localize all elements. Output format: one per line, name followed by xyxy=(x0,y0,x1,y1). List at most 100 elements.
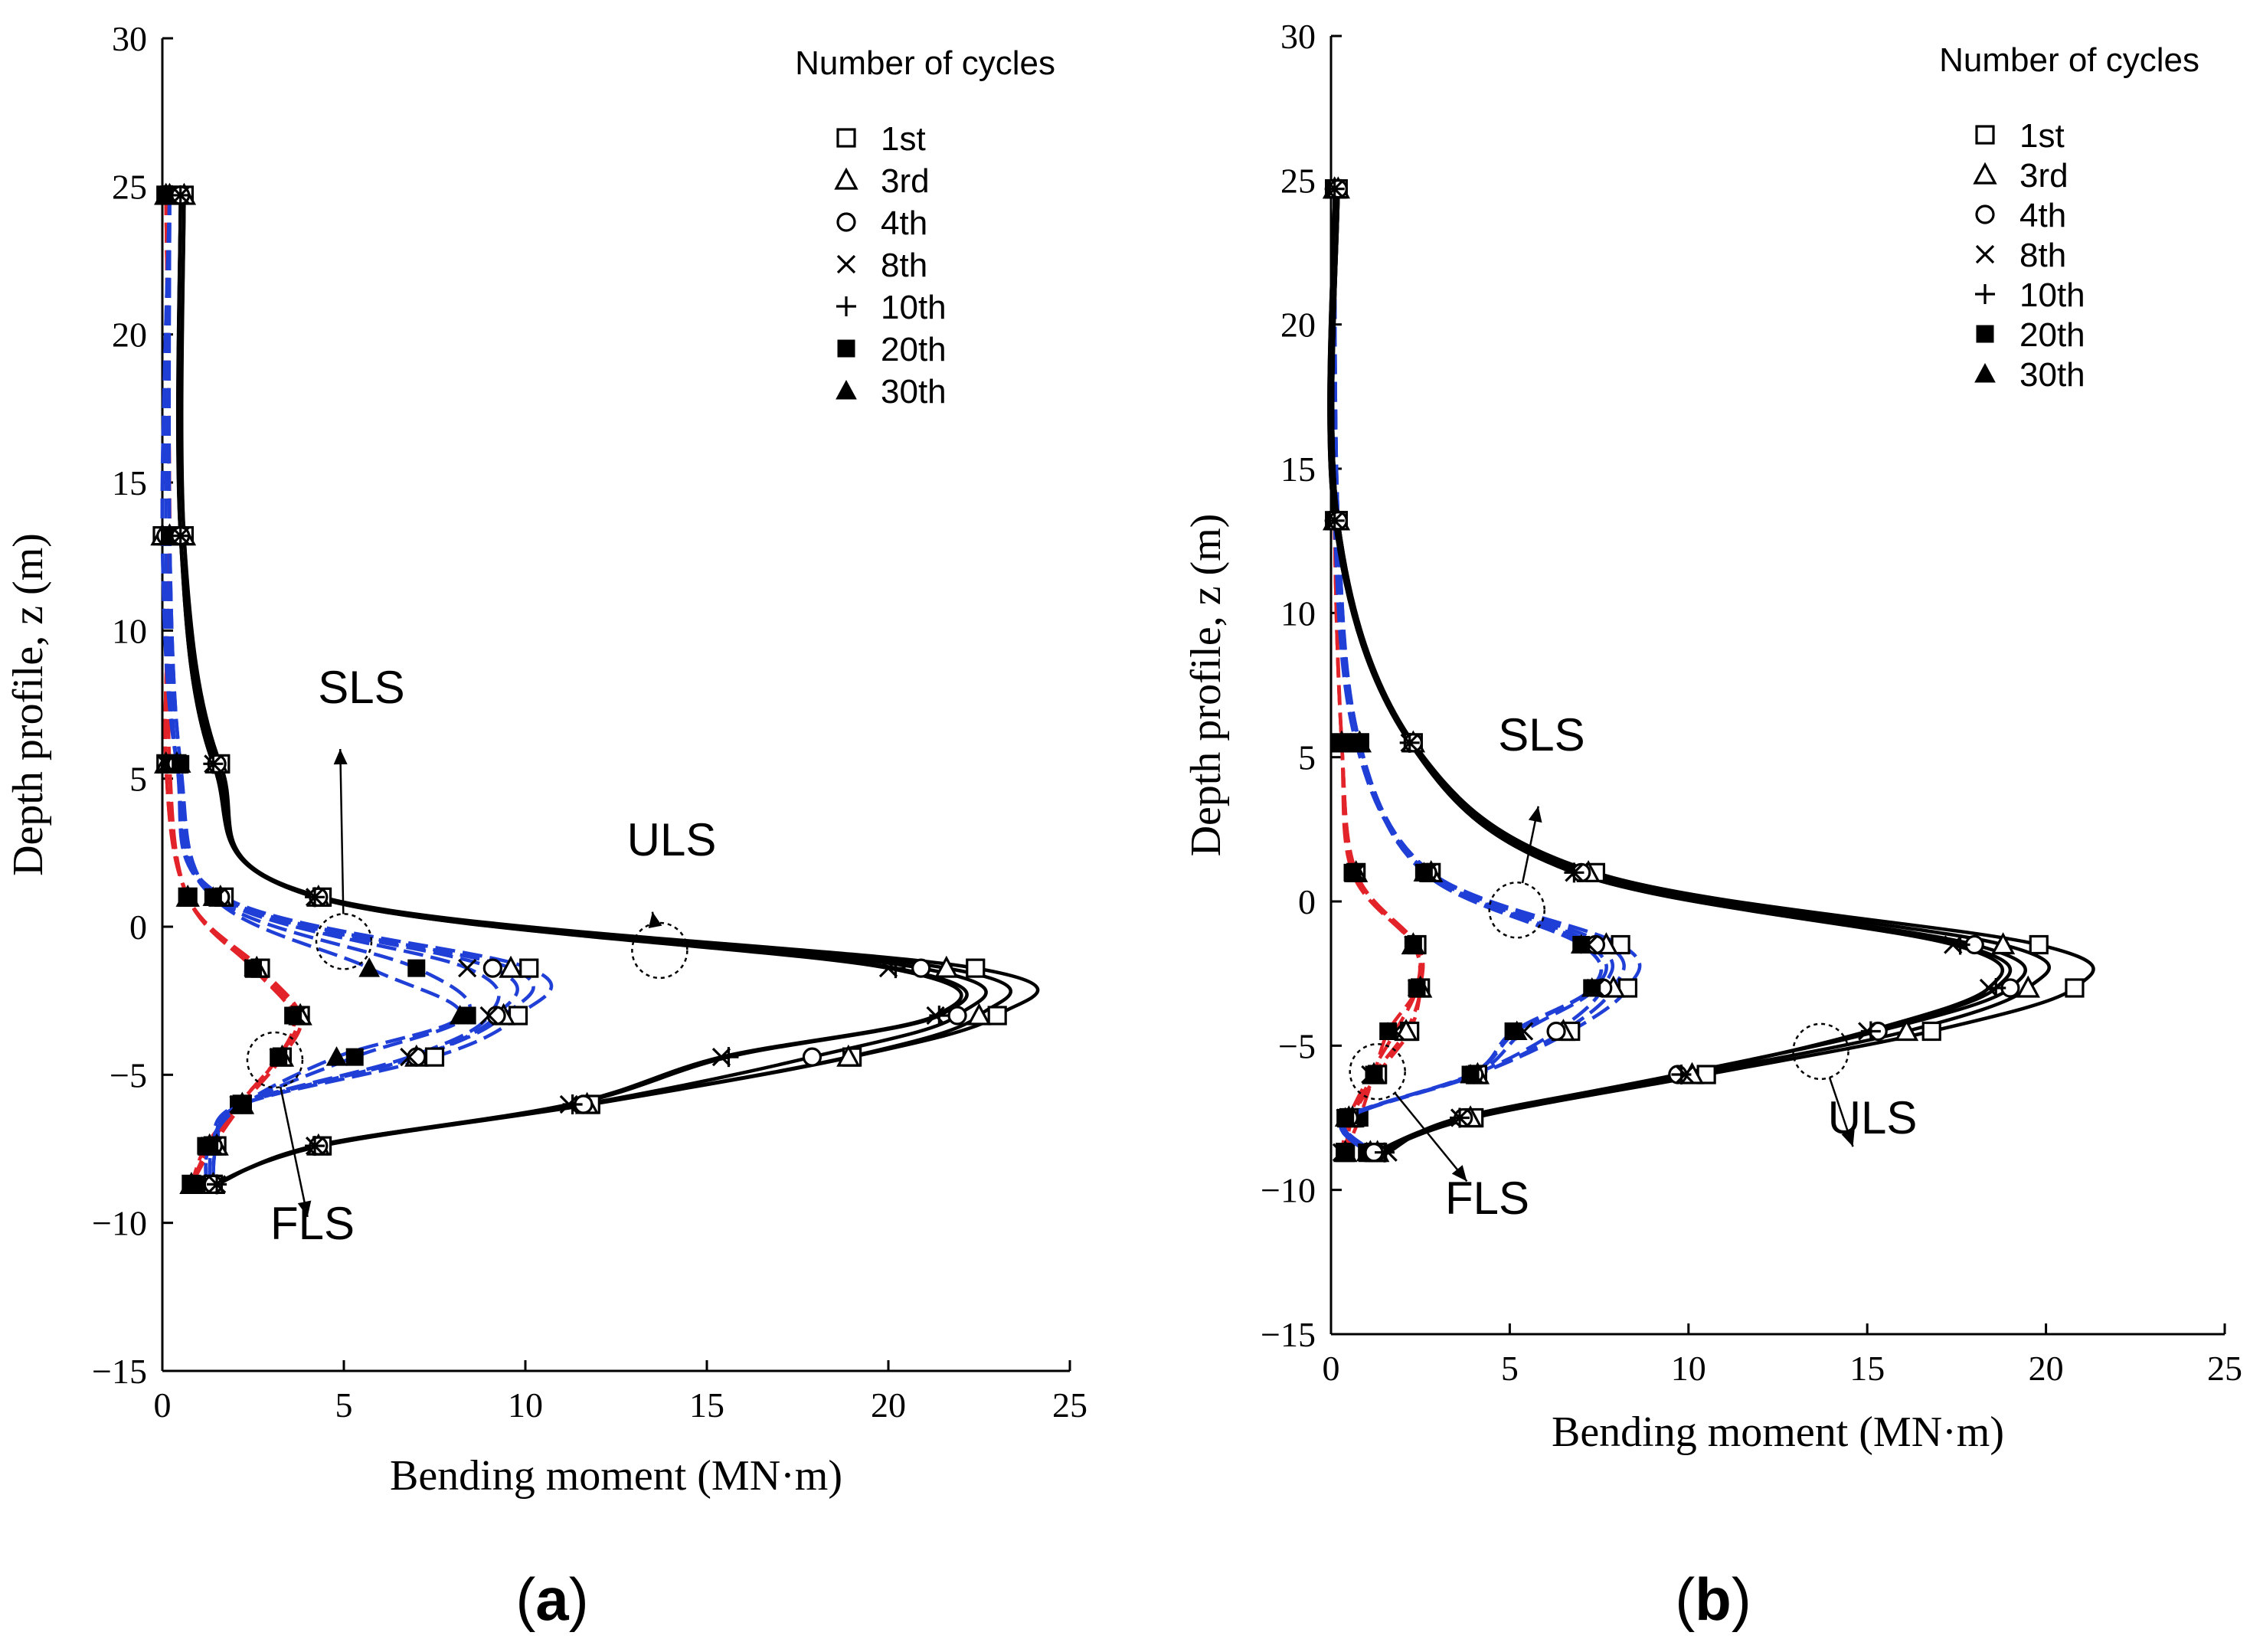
data-point-sls-30th xyxy=(1570,934,1592,954)
data-point-fls-20th xyxy=(270,1048,288,1066)
annotation-arrowhead-uls xyxy=(648,911,662,928)
y-tick-label: −10 xyxy=(92,1204,147,1243)
data-point-sls-4th xyxy=(482,958,502,978)
annotation-arrowhead-sls xyxy=(1528,806,1542,823)
data-point-sls-20th xyxy=(407,959,426,977)
x-tick-label: 20 xyxy=(871,1385,906,1425)
data-point-fls-20th xyxy=(178,888,197,906)
data-point-sls-8th xyxy=(458,958,477,978)
data-point-uls-3rd xyxy=(934,955,959,978)
data-point-uls-3rd xyxy=(1894,1019,1919,1042)
legend-label-4th: 4th xyxy=(881,204,927,242)
annotation-circle-sls xyxy=(1488,882,1545,939)
data-point-sls-30th xyxy=(169,753,191,773)
y-tick-label: 25 xyxy=(112,167,147,206)
x-axis-label: Bending moment (MN·m) xyxy=(390,1452,842,1500)
annotation-arrow-sls xyxy=(339,748,345,914)
legend-marker-4th xyxy=(1975,204,1995,224)
data-point-uls-10th xyxy=(170,525,191,546)
annotation-arrowhead-fls xyxy=(297,1200,312,1217)
data-point-uls-1st xyxy=(2065,978,2085,998)
legend-marker-1st xyxy=(836,128,856,148)
x-tick-label: 15 xyxy=(689,1385,724,1425)
legend-marker-8th xyxy=(1975,244,1995,264)
data-point-uls-10th xyxy=(1324,178,1345,199)
data-point-sls-20th xyxy=(345,1048,364,1066)
data-point-uls-10th xyxy=(929,1006,950,1026)
panel-a: −15 −10 −5 0 5 10 15 20 25 30 0 5 10 15 20 25 Bending mo… xyxy=(5,19,1087,1500)
panel-label-a: (a) xyxy=(515,1565,588,1633)
y-tick-label: 30 xyxy=(112,19,147,58)
data-point-fls-20th xyxy=(1336,1143,1355,1162)
x-tick-label: 10 xyxy=(508,1385,543,1425)
annotation-arrowhead-fls xyxy=(1451,1165,1467,1182)
legend-marker-4th xyxy=(836,212,856,232)
series-line-uls-8th xyxy=(1327,188,2005,1154)
data-point-fls-20th xyxy=(1333,734,1351,752)
x-tick-label: 25 xyxy=(2207,1349,2242,1388)
y-tick-label: −15 xyxy=(92,1352,147,1391)
data-point-fls-20th xyxy=(1404,936,1422,954)
data-point-uls-10th xyxy=(1860,1021,1881,1042)
legend-marker-10th xyxy=(1975,284,1995,304)
series-line-uls-4th xyxy=(175,195,988,1186)
data-point-uls-10th xyxy=(885,958,906,979)
legend-label-1st: 1st xyxy=(881,120,926,158)
x-axis-label: Bending moment (MN·m) xyxy=(1552,1408,2004,1456)
data-point-uls-3rd xyxy=(2016,975,2040,998)
data-point-uls-4th xyxy=(802,1047,822,1067)
data-point-uls-4th xyxy=(947,1006,967,1026)
y-tick-label: 5 xyxy=(129,760,147,799)
data-point-sls-30th xyxy=(1460,1063,1481,1084)
data-point-uls-10th xyxy=(1671,1065,1692,1084)
x-tick-label: 0 xyxy=(154,1385,172,1425)
legend-label-8th: 8th xyxy=(881,247,927,284)
data-point-fls-20th xyxy=(1343,863,1362,882)
annotation-circle-uls xyxy=(1792,1022,1849,1081)
panel-label-b: (b) xyxy=(1675,1565,1751,1633)
legend-marker-8th xyxy=(836,254,856,274)
annotation-arrow-fls xyxy=(280,1086,309,1218)
data-point-sls-30th xyxy=(231,1093,253,1114)
legend-label-10th: 10th xyxy=(2019,276,2085,314)
y-tick-label: −10 xyxy=(1261,1171,1316,1210)
legend-marker-10th xyxy=(836,296,856,316)
legend-label-4th: 4th xyxy=(2019,197,2066,234)
y-tick-label: 20 xyxy=(112,316,147,355)
y-tick-label: 0 xyxy=(1298,882,1316,921)
data-point-uls-10th xyxy=(170,185,191,205)
data-point-uls-10th xyxy=(1564,862,1584,883)
series-line-sls-3rd xyxy=(1333,188,1626,1154)
data-point-fls-20th xyxy=(244,959,262,977)
data-point-sls-4th xyxy=(1546,1021,1566,1042)
y-tick-label: −15 xyxy=(1261,1315,1316,1354)
legend-title: Number of cycles xyxy=(1939,41,2199,79)
legend-label-1st: 1st xyxy=(2019,117,2065,155)
annotation-circle-fls xyxy=(1349,1042,1406,1101)
data-point-uls-10th xyxy=(203,754,224,774)
data-point-sls-30th xyxy=(202,886,224,906)
series-line-fls-3rd xyxy=(163,195,303,1186)
y-tick-label: 30 xyxy=(1280,17,1316,56)
data-point-sls-1st xyxy=(519,958,539,978)
data-point-uls-10th xyxy=(207,1174,227,1195)
y-tick-label: 5 xyxy=(1298,738,1316,777)
y-axis-label: Depth profile, z (m) xyxy=(1182,514,1230,857)
legend-marker-1st xyxy=(1975,125,1995,145)
data-point-uls-3rd xyxy=(966,1003,992,1026)
data-point-sls-30th xyxy=(358,957,381,977)
data-point-fls-20th xyxy=(1408,979,1426,997)
data-point-uls-10th xyxy=(305,1136,325,1156)
annotation-label-uls: ULS xyxy=(1828,1092,1918,1143)
data-point-uls-4th xyxy=(911,958,931,978)
series-line-uls-4th xyxy=(1330,188,2028,1154)
series-group-uls xyxy=(170,182,1040,1195)
series-group-fls xyxy=(1322,176,1433,1163)
annotation-label-fls: FLS xyxy=(270,1198,355,1249)
series-line-sls-1st xyxy=(160,195,554,1185)
series-group-uls xyxy=(1324,176,2095,1163)
annotation-label-sls: SLS xyxy=(318,662,404,713)
series-line-fls-20th xyxy=(164,195,296,1186)
data-point-fls-20th xyxy=(1365,1065,1383,1084)
